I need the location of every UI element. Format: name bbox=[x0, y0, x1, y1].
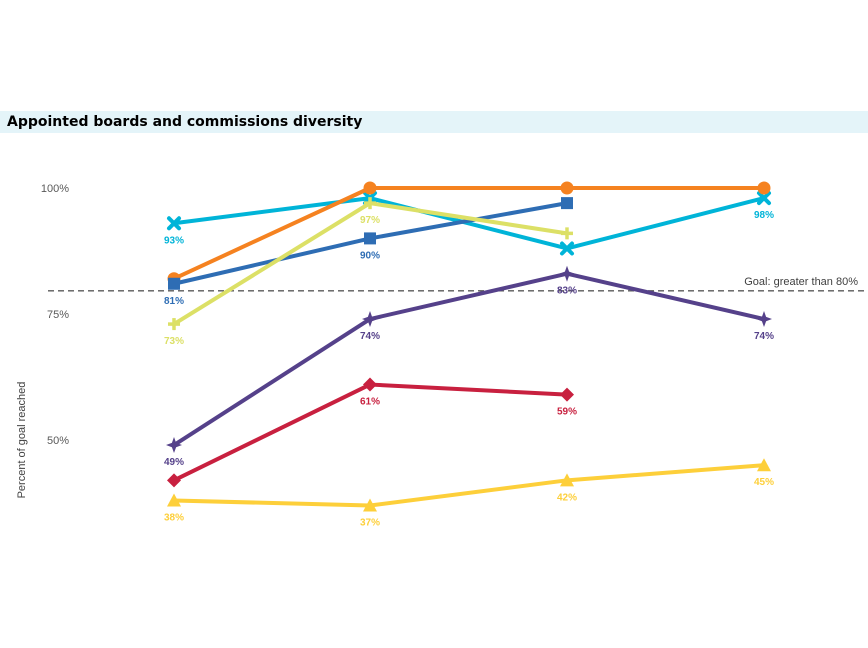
diamond-marker bbox=[167, 473, 181, 488]
x-marker bbox=[560, 241, 574, 256]
x-marker bbox=[757, 191, 771, 206]
triangle-marker bbox=[560, 473, 574, 487]
triangle-marker bbox=[167, 493, 181, 507]
chart-title-bar: Appointed boards and commissions diversi… bbox=[0, 111, 868, 133]
data-label: 74% bbox=[360, 331, 380, 342]
data-label: 74% bbox=[754, 331, 774, 342]
star-marker bbox=[166, 437, 182, 453]
square-marker bbox=[168, 277, 180, 290]
series-line bbox=[172, 186, 766, 281]
series-line bbox=[172, 463, 766, 508]
diamond-marker bbox=[363, 377, 377, 392]
data-label: 59% bbox=[557, 407, 577, 418]
plus-marker bbox=[561, 227, 573, 240]
series-line bbox=[172, 271, 766, 448]
star-marker bbox=[362, 311, 378, 327]
chart-title: Appointed boards and commissions diversi… bbox=[7, 114, 363, 130]
circle-marker bbox=[560, 181, 574, 195]
triangle-marker bbox=[757, 458, 771, 472]
data-label: 38% bbox=[164, 512, 184, 523]
y-tick-label: 100% bbox=[41, 183, 69, 195]
star-marker bbox=[756, 311, 772, 327]
series-line bbox=[172, 196, 766, 251]
data-label: 81% bbox=[164, 296, 184, 307]
data-label: 98% bbox=[754, 210, 774, 221]
square-marker bbox=[561, 197, 573, 210]
y-tick-label: 75% bbox=[47, 309, 69, 321]
data-label: 37% bbox=[360, 518, 380, 529]
square-marker bbox=[364, 232, 376, 245]
circle-marker bbox=[363, 181, 377, 195]
diamond-marker bbox=[560, 387, 574, 402]
data-label: 83% bbox=[557, 286, 577, 297]
data-label: 49% bbox=[164, 457, 184, 468]
circle-marker bbox=[757, 181, 771, 195]
data-label: 42% bbox=[557, 492, 577, 503]
data-label: 97% bbox=[360, 215, 380, 226]
star-marker bbox=[559, 265, 575, 282]
triangle-marker bbox=[363, 498, 377, 512]
data-label: 45% bbox=[754, 477, 774, 488]
goal-label: Goal: greater than 80% bbox=[744, 276, 858, 288]
data-label: 61% bbox=[360, 397, 380, 408]
plus-marker bbox=[168, 318, 180, 331]
data-label: 93% bbox=[164, 235, 184, 246]
x-marker bbox=[167, 216, 181, 231]
data-label: 90% bbox=[360, 250, 380, 261]
y-axis-title: Percent of goal reached bbox=[16, 382, 28, 499]
data-label: 73% bbox=[164, 336, 184, 347]
plus-marker bbox=[364, 197, 376, 210]
y-tick-label: 50% bbox=[47, 435, 69, 447]
